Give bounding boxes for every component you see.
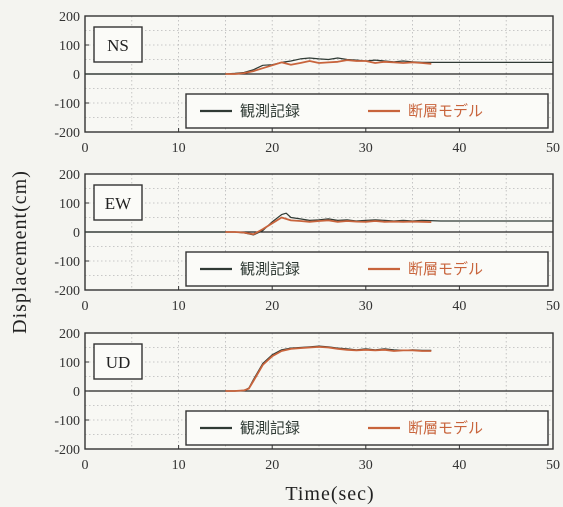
legend-frame <box>185 251 549 287</box>
y-tick-label: -100 <box>54 414 80 429</box>
x-tick-label: 10 <box>172 299 186 314</box>
x-tick-label: 30 <box>359 458 373 473</box>
y-tick-label: -200 <box>54 126 80 141</box>
y-tick-label: 100 <box>59 197 80 212</box>
y-axis-label: Displacement(cm) <box>9 170 31 334</box>
x-axis-label: Time(sec) <box>285 483 374 505</box>
legend: 観測記録 断層モデル <box>185 410 549 446</box>
y-tick-label: 0 <box>73 385 80 400</box>
legend-label: 観測記録 <box>240 260 300 278</box>
x-tick-label: 20 <box>265 458 279 473</box>
series-line-observed <box>85 212 553 236</box>
x-tick-label: 0 <box>82 458 89 473</box>
x-tick-label: 0 <box>82 299 89 314</box>
y-tick-label: 200 <box>59 327 80 342</box>
panel-label-frame <box>93 26 143 63</box>
x-tick-label: 40 <box>452 458 466 473</box>
legend: 観測記録 断層モデル <box>185 93 549 129</box>
y-tick-label: 0 <box>73 226 80 241</box>
x-tick-label: 40 <box>452 299 466 314</box>
x-tick-label: 20 <box>265 141 279 156</box>
y-tick-label: 200 <box>59 168 80 183</box>
x-tick-label: 10 <box>172 458 186 473</box>
y-tick-label: -100 <box>54 255 80 270</box>
panel-label-frame <box>93 343 143 380</box>
x-tick-label: 50 <box>546 299 560 314</box>
y-tick-label: -200 <box>54 284 80 299</box>
legend-frame <box>185 410 549 446</box>
legend-label: 観測記録 <box>240 419 300 437</box>
legend-frame <box>185 93 549 129</box>
y-tick-label: 0 <box>73 68 80 83</box>
panel-label-frame <box>93 184 143 221</box>
x-tick-label: 0 <box>82 141 89 156</box>
x-tick-label: 30 <box>359 141 373 156</box>
series-line-fault-model <box>225 216 432 236</box>
x-tick-label: 30 <box>359 299 373 314</box>
x-tick-label: 50 <box>546 141 560 156</box>
y-tick-label: 100 <box>59 39 80 54</box>
x-tick-label: 40 <box>452 141 466 156</box>
y-tick-label: -200 <box>54 443 80 458</box>
series-line-fault-model <box>225 346 432 392</box>
panel-label: NS <box>107 36 129 55</box>
panel-label: EW <box>105 194 132 213</box>
panel-label-box: NS <box>93 26 143 63</box>
panel-label: UD <box>106 353 131 372</box>
legend: 観測記録 断層モデル <box>185 251 549 287</box>
y-tick-label: -100 <box>54 97 80 112</box>
legend-label: 断層モデル <box>408 419 483 437</box>
panel-label-box: UD <box>93 343 143 380</box>
y-tick-label: 200 <box>59 10 80 25</box>
y-tick-label: 100 <box>59 356 80 371</box>
legend-label: 断層モデル <box>408 260 483 278</box>
series-line-fault-model <box>225 59 432 75</box>
legend-label: 断層モデル <box>408 102 483 120</box>
x-tick-label: 10 <box>172 141 186 156</box>
x-tick-label: 20 <box>265 299 279 314</box>
panel-label-box: EW <box>93 184 143 221</box>
x-tick-label: 50 <box>546 458 560 473</box>
legend-label: 観測記録 <box>240 102 300 120</box>
